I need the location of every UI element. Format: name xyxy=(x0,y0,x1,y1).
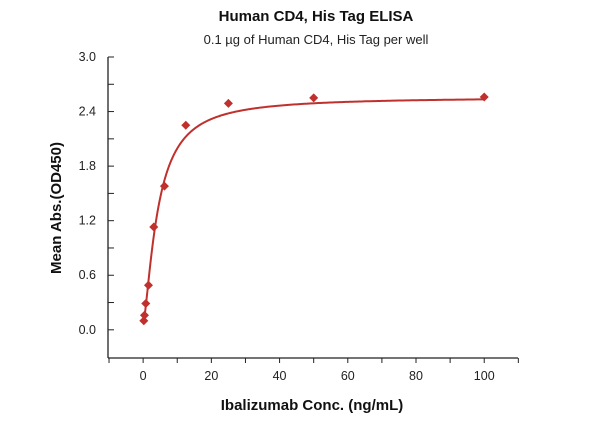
chart-title: Human CD4, His Tag ELISA xyxy=(219,8,414,25)
fit-curve xyxy=(142,98,485,322)
data-point xyxy=(139,310,149,320)
x-tick-label: 20 xyxy=(204,369,218,383)
y-tick-label: 0.6 xyxy=(79,268,96,282)
chart-subtitle: 0.1 µg of Human CD4, His Tag per well xyxy=(204,32,429,47)
data-point xyxy=(479,92,489,102)
data-point xyxy=(181,120,191,130)
x-tick-label: 40 xyxy=(273,369,287,383)
y-tick-label: 3.0 xyxy=(79,50,96,64)
y-tick-label: 1.8 xyxy=(79,159,96,173)
y-axis-label: Mean Abs.(OD450) xyxy=(48,142,65,274)
data-point xyxy=(159,181,169,191)
x-tick-label: 100 xyxy=(474,369,495,383)
data-point xyxy=(143,280,153,290)
y-tick-label: 2.4 xyxy=(79,105,96,119)
y-tick-label: 1.2 xyxy=(79,214,96,228)
data-point xyxy=(149,222,159,232)
data-point xyxy=(141,298,151,308)
x-axis-label: Ibalizumab Conc. (ng/mL) xyxy=(221,397,404,414)
data-point xyxy=(309,93,319,103)
y-tick-label: 0.0 xyxy=(79,323,96,337)
data-point xyxy=(139,316,149,326)
data-point xyxy=(223,98,233,108)
x-tick-label: 60 xyxy=(341,369,355,383)
x-tick-label: 0 xyxy=(140,369,147,383)
x-tick-label: 80 xyxy=(409,369,423,383)
